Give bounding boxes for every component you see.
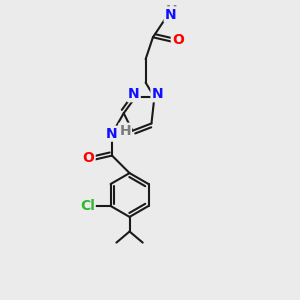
Text: N: N bbox=[165, 8, 176, 22]
Text: O: O bbox=[172, 33, 184, 47]
Text: H: H bbox=[119, 124, 131, 138]
Text: N: N bbox=[128, 87, 140, 101]
Text: N: N bbox=[106, 127, 118, 141]
Text: H: H bbox=[166, 4, 178, 18]
Text: Cl: Cl bbox=[80, 199, 95, 213]
Text: O: O bbox=[83, 152, 94, 166]
Text: N: N bbox=[152, 87, 163, 101]
